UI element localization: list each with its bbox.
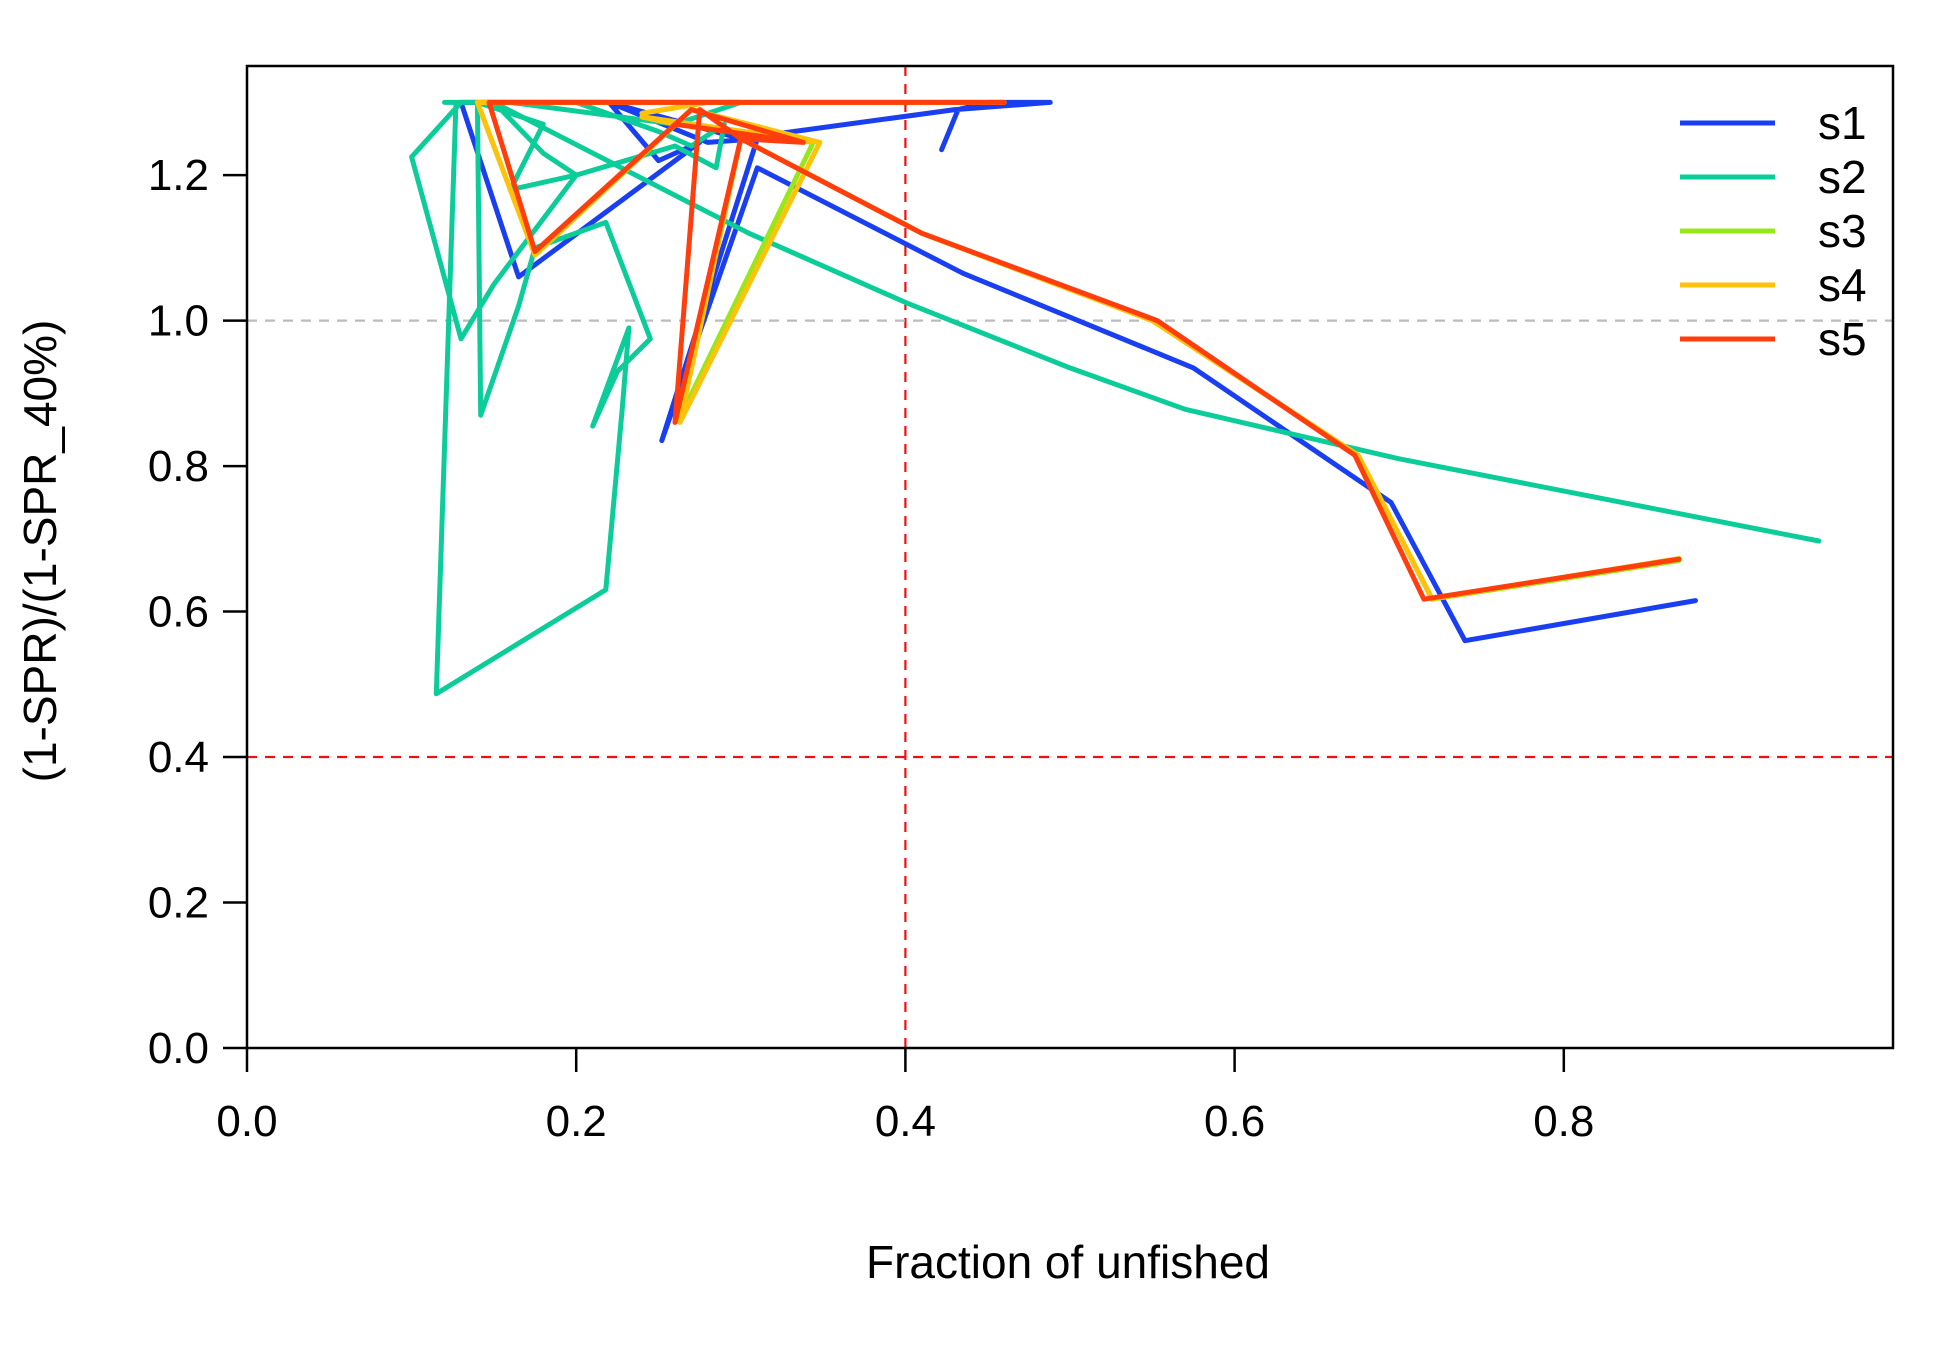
y-tick-label: 0.4 — [148, 733, 209, 782]
x-tick-label: 0.8 — [1533, 1097, 1594, 1146]
legend-label-s4: s4 — [1818, 259, 1867, 311]
y-tick-label: 0.2 — [148, 879, 209, 928]
y-tick-label: 1.0 — [148, 297, 209, 346]
legend-label-s3: s3 — [1818, 205, 1867, 257]
series-lines — [409, 99, 1822, 697]
x-tick-label: 0.6 — [1204, 1097, 1265, 1146]
series-line-s4 — [474, 99, 1682, 601]
series-line-s1 — [458, 99, 1698, 644]
legend-label-s5: s5 — [1818, 313, 1867, 365]
legend-label-s2: s2 — [1818, 151, 1867, 203]
plot-frame — [245, 64, 1895, 1050]
y-tick-label: 1.2 — [148, 151, 209, 200]
series-line-s3 — [474, 99, 1682, 602]
legend-label-s1: s1 — [1818, 97, 1867, 149]
reference-lines — [247, 66, 1893, 1048]
y-axis: 0.0 0.2 0.4 0.6 0.8 1.0 1.2 — [148, 151, 247, 1073]
y-tick-label: 0.6 — [148, 588, 209, 637]
y-axis-label: (1-SPR)/(1-SPR_40%) — [14, 320, 66, 783]
x-tick-label: 0.4 — [875, 1097, 936, 1146]
x-tick-label: 0.2 — [546, 1097, 607, 1146]
x-axis-label: Fraction of unfished — [866, 1236, 1270, 1288]
y-tick-label: 0.0 — [148, 1024, 209, 1073]
series-line-s2 — [409, 99, 1822, 697]
series-line-s5 — [486, 99, 1682, 602]
x-tick-label: 0.0 — [216, 1097, 277, 1146]
y-tick-label: 0.8 — [148, 442, 209, 491]
x-axis: 0.0 0.2 0.4 0.6 0.8 — [216, 1048, 1594, 1146]
